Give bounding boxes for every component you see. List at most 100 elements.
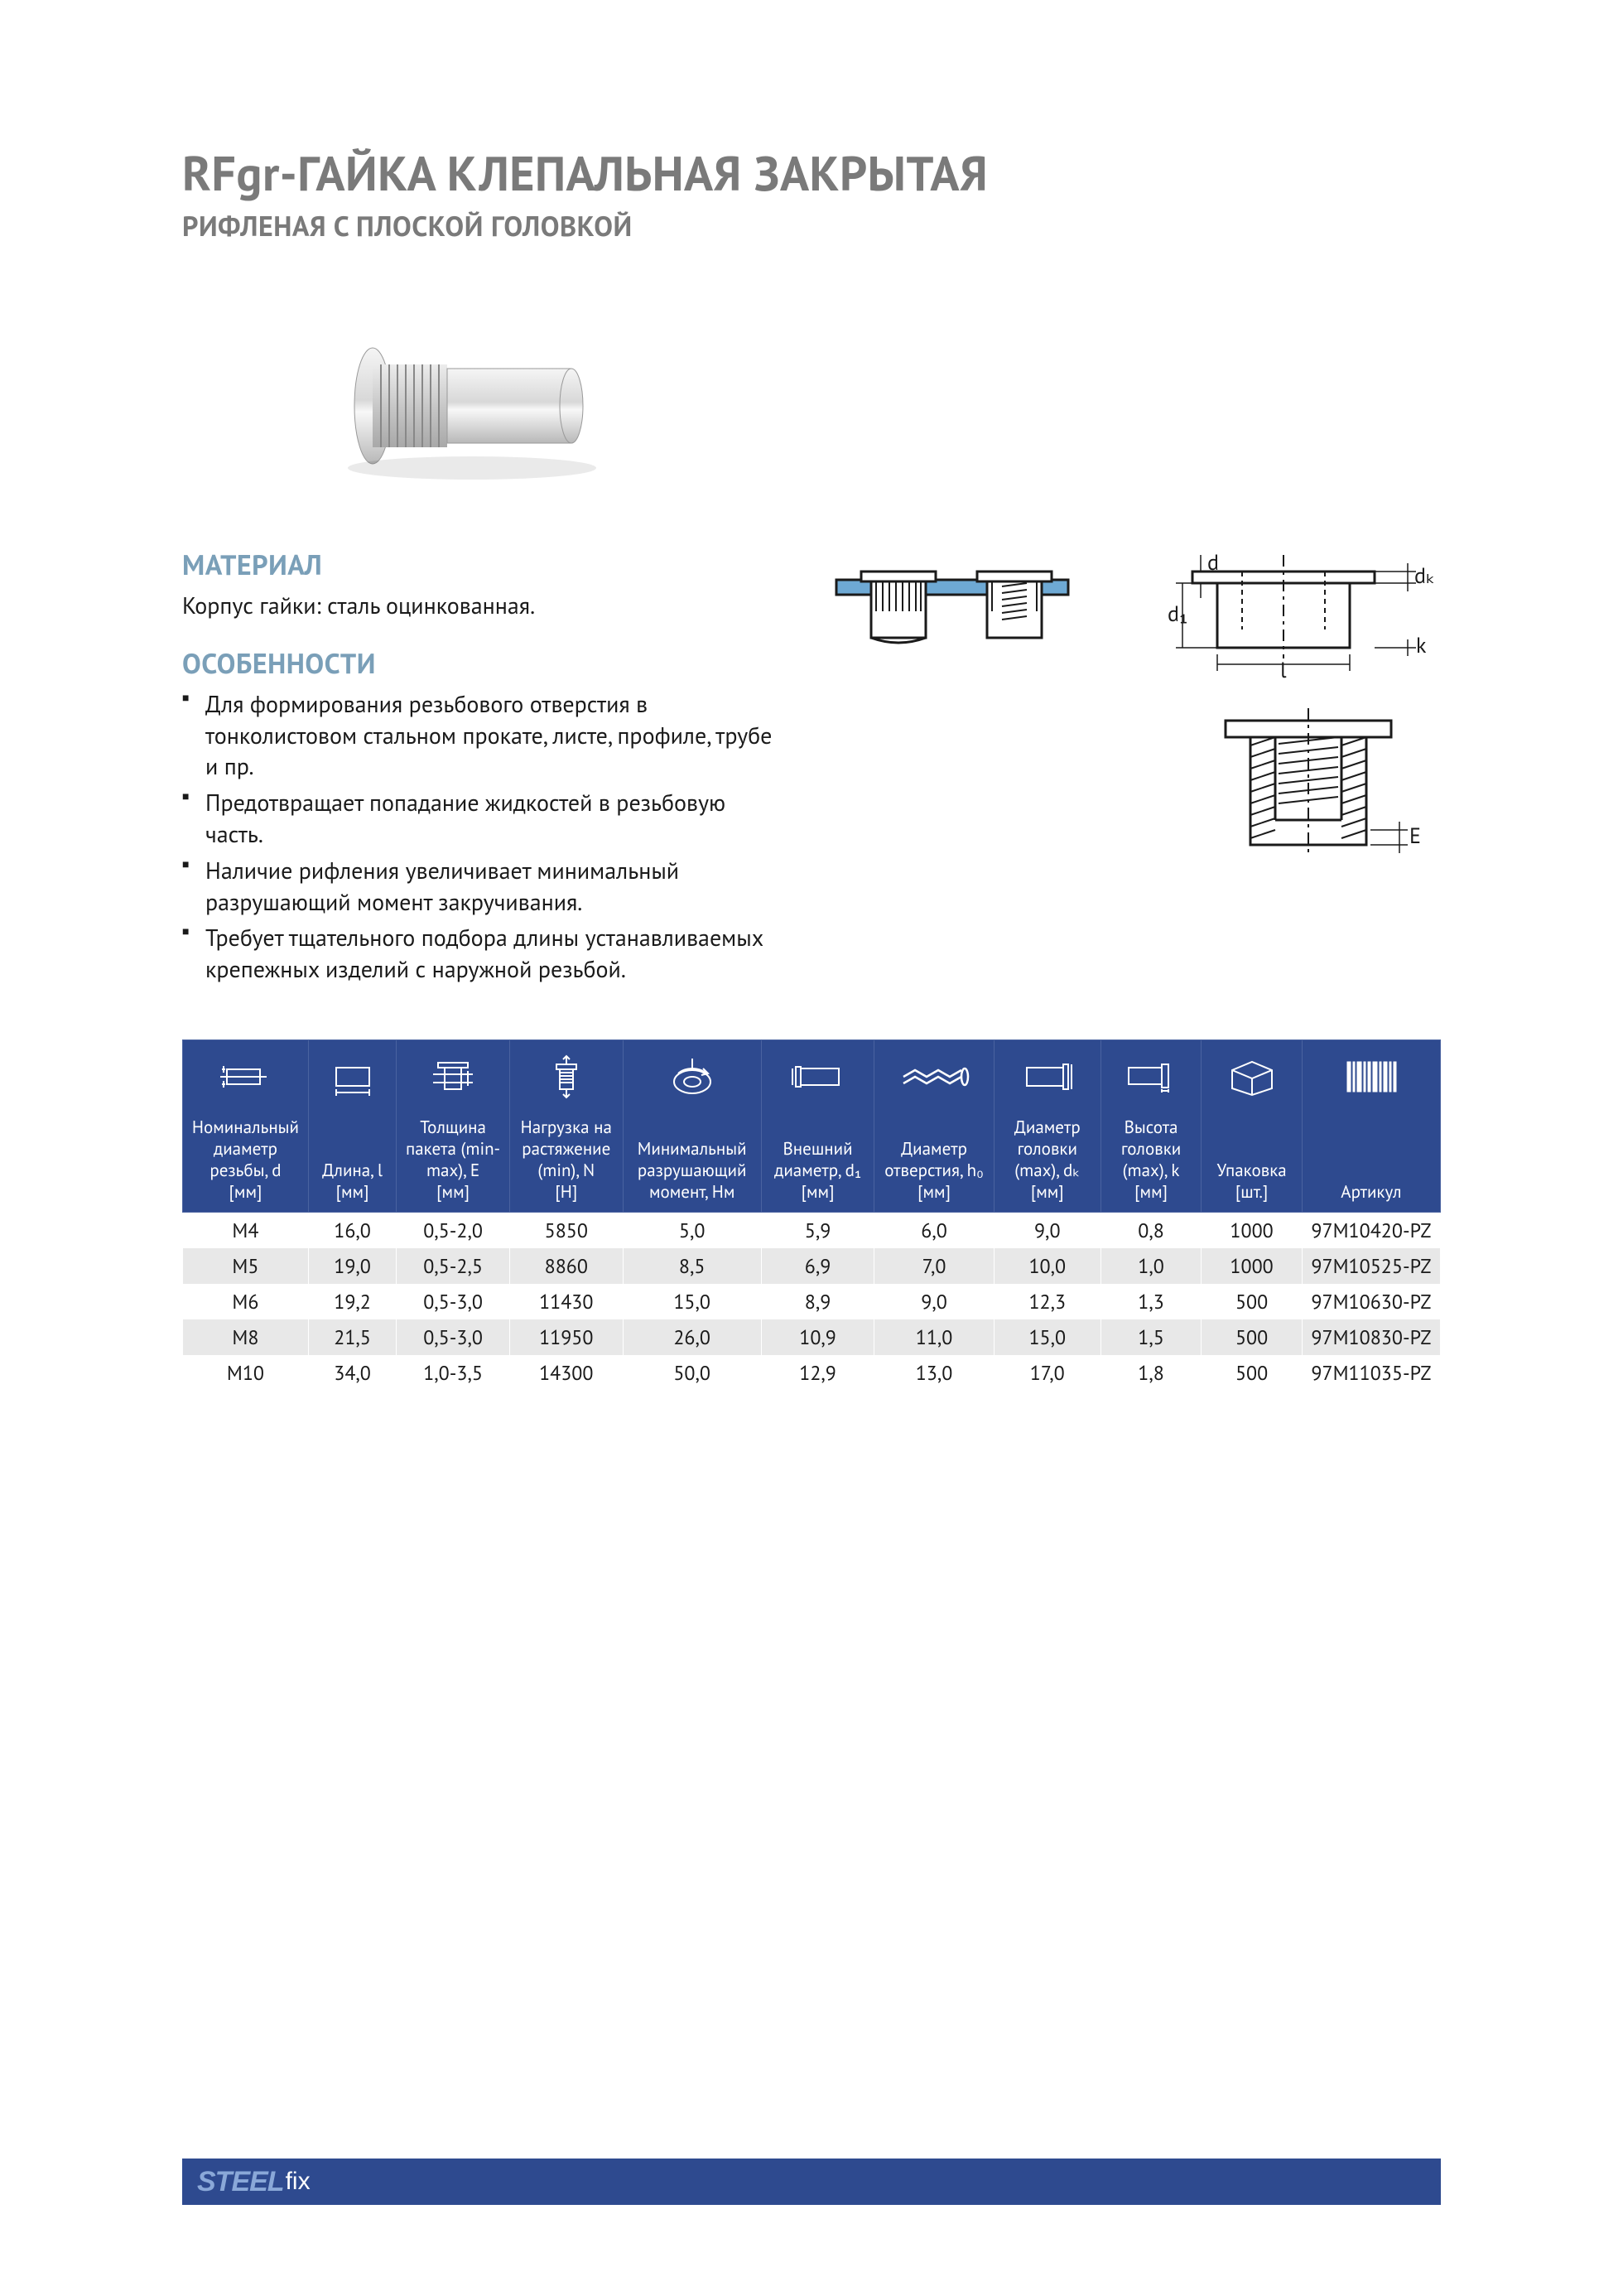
col-icon-grip <box>397 1040 510 1115</box>
table-cell: 1,5 <box>1100 1319 1202 1355</box>
table-cell: 6,9 <box>761 1248 874 1284</box>
table-cell: 17,0 <box>994 1355 1100 1391</box>
table-cell: 13,0 <box>874 1355 994 1391</box>
table-cell: 9,0 <box>994 1212 1100 1248</box>
col-icon-outer-d <box>761 1040 874 1115</box>
table-cell: 1000 <box>1202 1248 1303 1284</box>
table-cell: 12,3 <box>994 1284 1100 1319</box>
col-head: Внешний диаметр, d₁[мм] <box>761 1115 874 1213</box>
table-cell: 0,5-2,5 <box>397 1248 510 1284</box>
table-cell: 12,9 <box>761 1355 874 1391</box>
table-cell: 10,9 <box>761 1319 874 1355</box>
page-title: RFgr-ГАЙКА КЛЕПАЛЬНАЯ ЗАКРЫТАЯ <box>182 149 1441 200</box>
col-icon-head-h <box>1100 1040 1202 1115</box>
table-row: M519,00,5-2,588608,56,97,010,01,0100097M… <box>183 1248 1441 1284</box>
col-icon-tension <box>509 1040 623 1115</box>
table-cell: 0,5-2,0 <box>397 1212 510 1248</box>
logo-steel: STEEL <box>197 2166 284 2198</box>
table-cell: 0,5-3,0 <box>397 1319 510 1355</box>
table-cell: 1,3 <box>1100 1284 1202 1319</box>
table-cell: 500 <box>1202 1319 1303 1355</box>
col-head: Толщина пакета (min-max), E[мм] <box>397 1115 510 1213</box>
table-cell: 50,0 <box>623 1355 761 1391</box>
col-head: Диаметр головки (max), dₖ[мм] <box>994 1115 1100 1213</box>
table-cell: M6 <box>183 1284 309 1319</box>
table-cell: M10 <box>183 1355 309 1391</box>
features-list: Для формирования резьбового отверстия в … <box>182 688 778 985</box>
table-cell: 7,0 <box>874 1248 994 1284</box>
dim-d1: d₁ <box>1168 601 1187 628</box>
table-cell: 15,0 <box>994 1319 1100 1355</box>
material-heading: МАТЕРИАЛ <box>182 547 778 583</box>
dim-d: d <box>1207 549 1219 576</box>
col-head: Длина, l[мм] <box>308 1115 396 1213</box>
col-head: Номинальный диаметр резьбы, d[мм] <box>183 1115 309 1213</box>
table-cell: 14300 <box>509 1355 623 1391</box>
table-cell: 10,0 <box>994 1248 1100 1284</box>
technical-diagrams: d₁ d dₖ l k <box>812 547 1441 990</box>
table-cell: 97M11035-PZ <box>1302 1355 1440 1391</box>
table-cell: 97M10630-PZ <box>1302 1284 1440 1319</box>
dim-E: E <box>1409 822 1421 850</box>
table-cell: 6,0 <box>874 1212 994 1248</box>
col-icon-hole-d <box>874 1040 994 1115</box>
table-cell: 15,0 <box>623 1284 761 1319</box>
table-cell: 1,8 <box>1100 1355 1202 1391</box>
table-cell: 1000 <box>1202 1212 1303 1248</box>
feature-item: Наличие рифления увеличивает минимальный… <box>205 855 778 918</box>
table-cell: 21,5 <box>308 1319 396 1355</box>
dim-dk: dₖ <box>1414 562 1435 590</box>
table-row: M416,00,5-2,058505,05,96,09,00,8100097M1… <box>183 1212 1441 1248</box>
dim-l: l <box>1280 657 1287 679</box>
table-cell: 5,9 <box>761 1212 874 1248</box>
table-cell: 1,0 <box>1100 1248 1202 1284</box>
logo-fix: fix <box>286 2168 311 2196</box>
table-cell: 0,5-3,0 <box>397 1284 510 1319</box>
table-cell: 5,0 <box>623 1212 761 1248</box>
features-heading: ОСОБЕННОСТИ <box>182 645 778 682</box>
product-photo <box>315 319 1441 497</box>
table-cell: 26,0 <box>623 1319 761 1355</box>
table-cell: 500 <box>1202 1284 1303 1319</box>
table-cell: 11,0 <box>874 1319 994 1355</box>
col-icon-torque <box>623 1040 761 1115</box>
table-cell: 9,0 <box>874 1284 994 1319</box>
table-cell: 5850 <box>509 1212 623 1248</box>
table-row: M619,20,5-3,01143015,08,99,012,31,350097… <box>183 1284 1441 1319</box>
col-icon-length <box>308 1040 396 1115</box>
table-row: M821,50,5-3,01195026,010,911,015,01,5500… <box>183 1319 1441 1355</box>
col-icon-box <box>1202 1040 1303 1115</box>
table-cell: 8860 <box>509 1248 623 1284</box>
footer-bar: STEELfix <box>182 2159 1441 2205</box>
table-cell: 11430 <box>509 1284 623 1319</box>
table-cell: 1,0-3,5 <box>397 1355 510 1391</box>
col-head: Упаковка[шт.] <box>1202 1115 1303 1213</box>
page-subtitle: РИФЛЕНАЯ С ПЛОСКОЙ ГОЛОВКОЙ <box>182 208 1441 244</box>
col-head: Артикул <box>1302 1115 1440 1213</box>
col-head: Диаметр отверстия, h₀[мм] <box>874 1115 994 1213</box>
table-cell: 8,5 <box>623 1248 761 1284</box>
material-text: Корпус гайки: сталь оцинкованная. <box>182 590 778 620</box>
table-cell: 97M10420-PZ <box>1302 1212 1440 1248</box>
spec-table: Номинальный диаметр резьбы, d[мм] Длина,… <box>182 1039 1441 1391</box>
col-icon-thread <box>183 1040 309 1115</box>
feature-item: Для формирования резьбового отверстия в … <box>205 688 778 782</box>
col-icon-barcode <box>1302 1040 1440 1115</box>
table-cell: 34,0 <box>308 1355 396 1391</box>
table-cell: M5 <box>183 1248 309 1284</box>
table-cell: M4 <box>183 1212 309 1248</box>
table-row: M1034,01,0-3,51430050,012,913,017,01,850… <box>183 1355 1441 1391</box>
table-cell: 16,0 <box>308 1212 396 1248</box>
table-cell: 11950 <box>509 1319 623 1355</box>
col-head: Минимальный разрушающий момент, Нм <box>623 1115 761 1213</box>
col-icon-head-d <box>994 1040 1100 1115</box>
feature-item: Требует тщательного подбора длины устана… <box>205 922 778 985</box>
table-cell: 97M10525-PZ <box>1302 1248 1440 1284</box>
table-cell: M8 <box>183 1319 309 1355</box>
feature-item: Предотвращает попадание жидкостей в резь… <box>205 787 778 850</box>
dim-k: k <box>1416 632 1427 659</box>
table-cell: 19,2 <box>308 1284 396 1319</box>
table-cell: 0,8 <box>1100 1212 1202 1248</box>
table-cell: 97M10830-PZ <box>1302 1319 1440 1355</box>
table-cell: 19,0 <box>308 1248 396 1284</box>
